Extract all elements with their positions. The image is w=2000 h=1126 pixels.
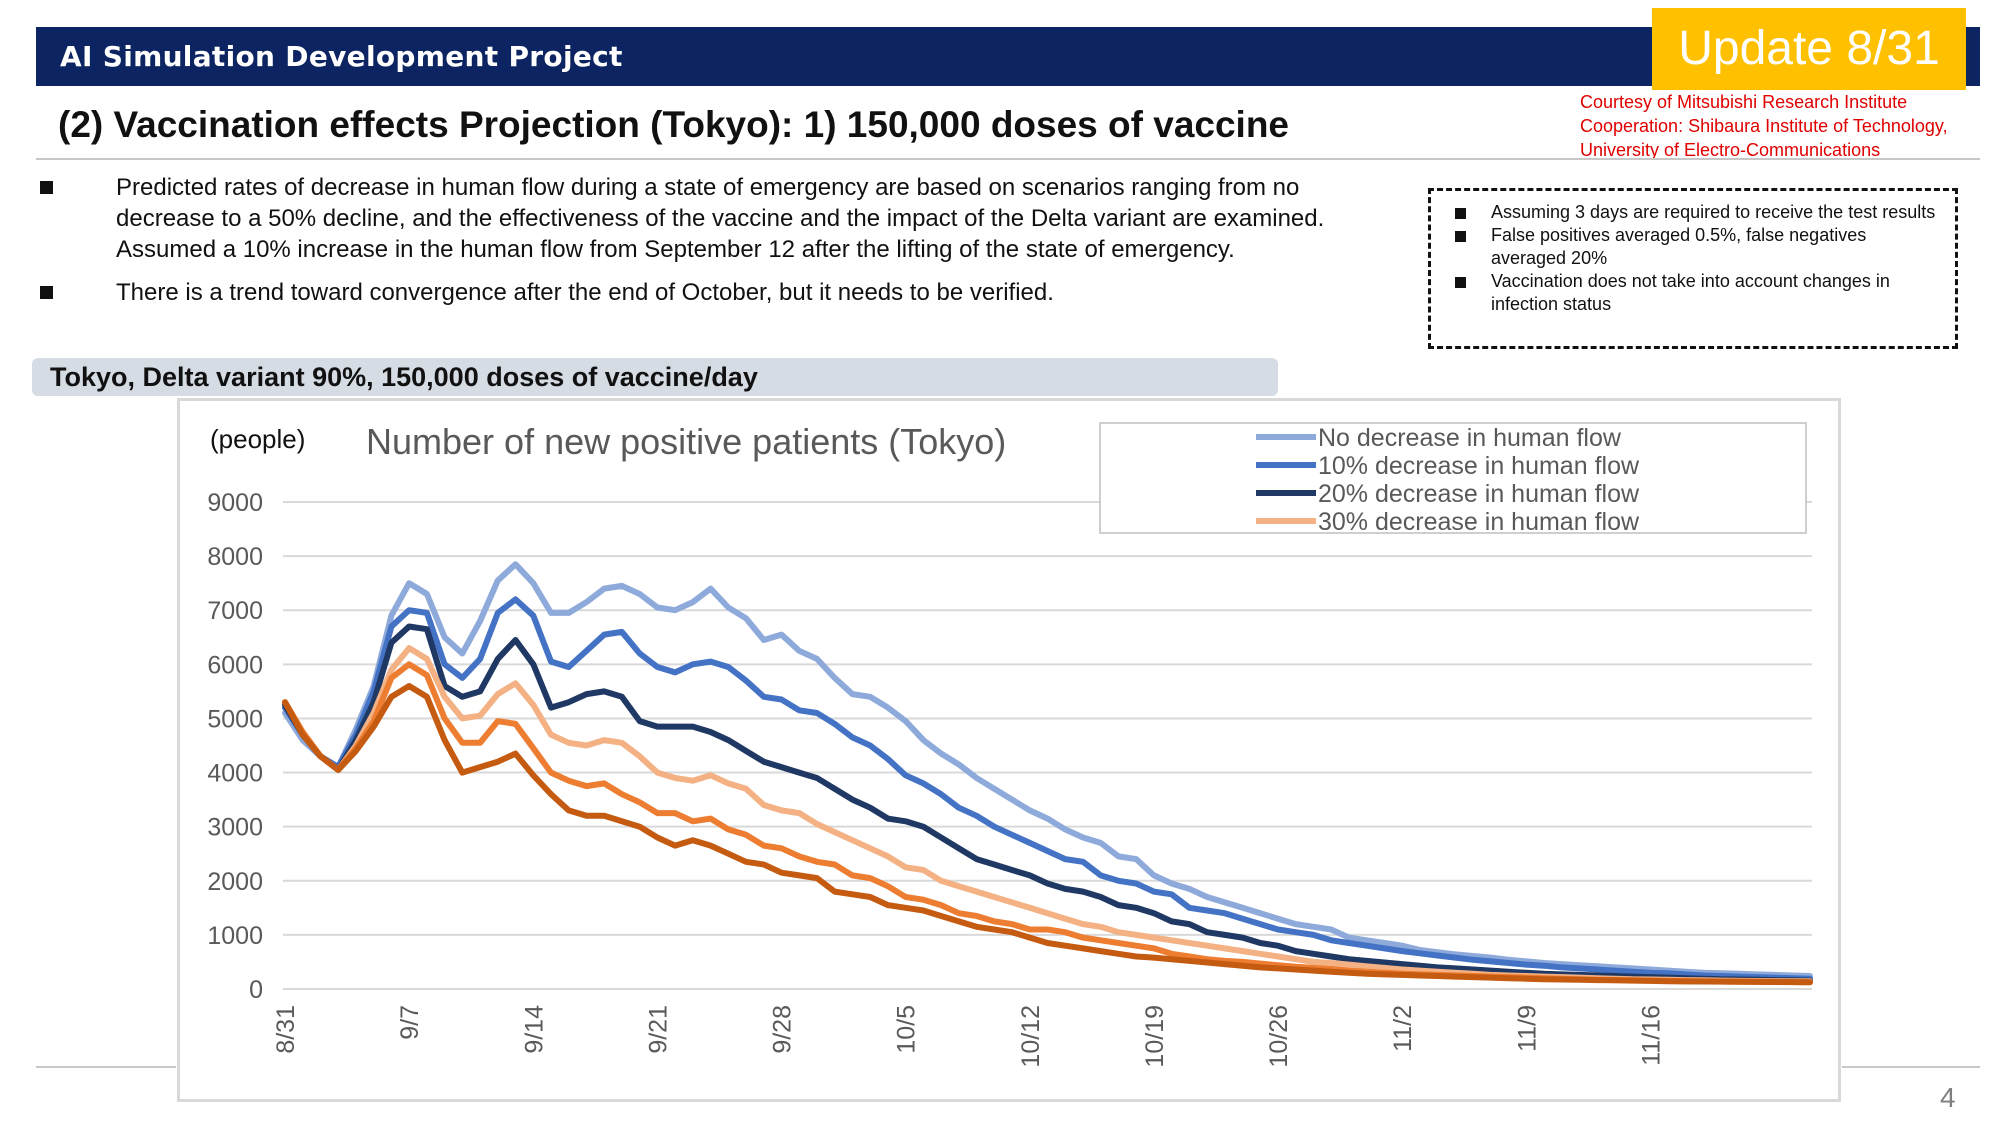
assumptions-box: Assuming 3 days are required to receive … <box>1428 188 1958 349</box>
x-tick-label: 9/28 <box>769 1005 797 1054</box>
divider <box>36 158 1980 160</box>
divider <box>36 1066 176 1068</box>
courtesy-line: University of Electro-Communications <box>1580 140 1881 160</box>
x-tick-label: 10/12 <box>1017 1005 1045 1068</box>
project-title: AI Simulation Development Project <box>60 40 623 73</box>
x-tick-label: 11/2 <box>1389 1005 1417 1052</box>
bullet-square-icon <box>1455 231 1466 242</box>
x-tick-label: 10/19 <box>1141 1005 1169 1068</box>
line-chart: 0 1000 2000 3000 4000 5000 6000 7000 8000 9000 8/… <box>207 421 1813 1068</box>
update-badge: Update 8/31 <box>1652 8 1966 90</box>
courtesy-line: Cooperation: Shibaura Institute of Techn… <box>1580 116 1948 136</box>
chart-gridlines <box>283 501 1812 990</box>
bullet-item: There is a trend toward convergence afte… <box>40 277 1400 308</box>
bullet-text: There is a trend toward convergence afte… <box>116 279 1054 306</box>
y-tick-label: 0 <box>249 976 263 1004</box>
bullet-list: Predicted rates of decrease in human flo… <box>40 172 1400 320</box>
courtesy-note: Courtesy of Mitsubishi Research Institut… <box>1580 90 1948 162</box>
chart-scenario-label: Tokyo, Delta variant 90%, 150,000 doses … <box>32 358 1278 396</box>
series-line-1 <box>282 561 1813 979</box>
assumption-text: Assuming 3 days are required to receive … <box>1491 202 1936 222</box>
x-tick-label: 9/7 <box>396 1005 424 1040</box>
x-tick-label: 9/14 <box>520 1005 548 1054</box>
x-tick-label: 11/16 <box>1637 1005 1665 1066</box>
y-axis-label: (people) <box>210 424 305 454</box>
x-tick-label: 8/31 <box>272 1005 300 1054</box>
assumption-item: Assuming 3 days are required to receive … <box>1451 201 1941 224</box>
y-tick-label: 2000 <box>207 868 263 896</box>
y-axis-ticks: 0 1000 2000 3000 4000 5000 6000 7000 8000 9000 <box>207 489 263 1004</box>
series-line-2 <box>282 596 1813 982</box>
x-axis-ticks: 8/31 9/7 9/14 9/21 9/28 10/5 10/12 10/19 10/26 11… <box>272 1005 1665 1068</box>
assumption-text: False positives averaged 0.5%, false neg… <box>1491 225 1867 268</box>
legend-box <box>1099 422 1807 534</box>
y-tick-label: 3000 <box>207 814 263 842</box>
y-tick-label: 9000 <box>207 489 263 517</box>
y-tick-label: 8000 <box>207 543 263 571</box>
series-line-6 <box>282 683 1813 986</box>
x-tick-label: 10/5 <box>893 1005 921 1054</box>
bullet-item: Predicted rates of decrease in human flo… <box>40 172 1400 265</box>
x-tick-label: 9/21 <box>644 1005 672 1054</box>
courtesy-line: Courtesy of Mitsubishi Research Institut… <box>1580 92 1908 112</box>
bullet-text: Predicted rates of decrease in human flo… <box>116 174 1325 263</box>
assumption-text: Vaccination does not take into account c… <box>1491 271 1890 314</box>
legend-label: No decrease in human flow <box>1318 424 1622 452</box>
bullet-square-icon <box>40 286 53 299</box>
chart-title: Number of new positive patients (Tokyo) <box>366 421 1006 462</box>
y-tick-label: 7000 <box>207 597 263 625</box>
bullet-square-icon <box>1455 277 1466 288</box>
x-tick-label: 10/26 <box>1265 1005 1293 1068</box>
legend-label: 20% decrease in human flow <box>1318 480 1640 508</box>
y-tick-label: 1000 <box>207 922 263 950</box>
y-tick-label: 5000 <box>207 705 263 733</box>
divider <box>1842 1066 1980 1068</box>
legend-label: 10% decrease in human flow <box>1318 452 1640 480</box>
x-tick-label: 11/9 <box>1513 1005 1541 1052</box>
chart-series-lines <box>282 561 1813 986</box>
legend-label: 30% decrease in human flow <box>1318 508 1640 536</box>
bullet-square-icon <box>1455 208 1466 219</box>
y-tick-label: 6000 <box>207 651 263 679</box>
bullet-square-icon <box>40 181 53 194</box>
assumption-item: False positives averaged 0.5%, false neg… <box>1451 224 1941 270</box>
chart-frame: 0 1000 2000 3000 4000 5000 6000 7000 8000 9000 8/… <box>177 398 1841 1102</box>
slide-title: (2) Vaccination effects Projection (Toky… <box>58 104 1290 145</box>
y-tick-label: 4000 <box>207 760 263 788</box>
page-number: 4 <box>1940 1082 1956 1113</box>
assumption-item: Vaccination does not take into account c… <box>1451 270 1941 316</box>
